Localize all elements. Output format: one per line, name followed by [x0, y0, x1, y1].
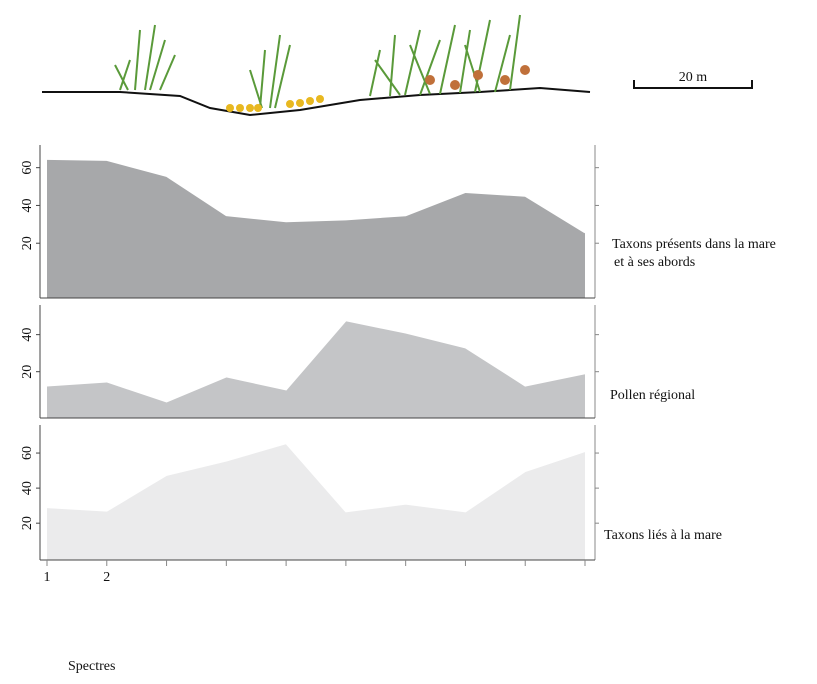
x-tick-label: 1	[44, 570, 51, 585]
area	[47, 443, 585, 560]
y-tick-label: 20	[20, 516, 35, 530]
x-tick-label: 2	[103, 570, 110, 585]
landscape: 20 m	[42, 14, 753, 117]
area-outline	[46, 319, 586, 403]
y-tick-label: 40	[20, 198, 35, 212]
flowers	[226, 95, 324, 112]
area	[47, 159, 585, 298]
plants	[114, 14, 521, 109]
y-tick-label: 40	[20, 481, 35, 495]
scale-bar	[633, 80, 753, 89]
series-label: Taxons liés à la mare	[604, 528, 722, 543]
y-tick-label: 40	[20, 328, 35, 342]
y-tick-label: 60	[20, 161, 35, 175]
y-tick-label: 20	[20, 365, 35, 379]
reeds	[425, 65, 530, 90]
y-tick-label: 20	[20, 236, 35, 250]
area-outline	[46, 158, 586, 234]
x-axis-label: Spectres	[68, 659, 115, 674]
ground-profile	[42, 86, 591, 117]
scale-label: 20 m	[679, 70, 708, 85]
series-label: Taxons présents dans la mare et à ses abo…	[612, 237, 776, 270]
area-outline	[46, 442, 586, 513]
area	[47, 320, 585, 418]
y-tick-label: 60	[20, 446, 35, 460]
series-label: Pollen régional	[610, 388, 695, 403]
